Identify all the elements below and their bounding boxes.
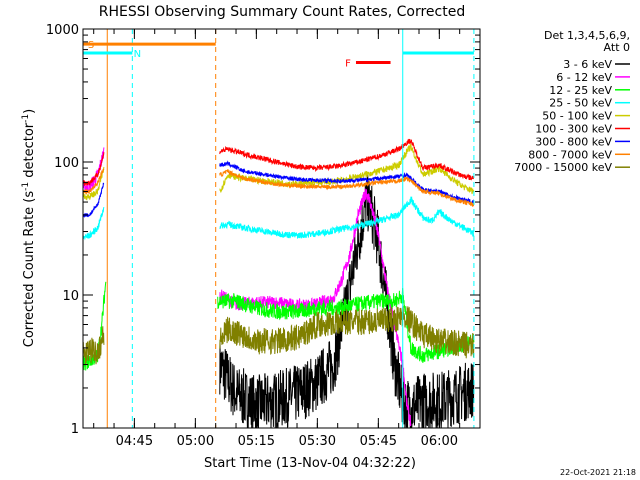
series-line bbox=[83, 206, 105, 241]
x-tick-label: 05:15 bbox=[238, 434, 275, 449]
y-tick-label: 1 bbox=[71, 422, 79, 437]
y-axis-label-sup2: -1 bbox=[21, 114, 31, 123]
y-tick-label: 10 bbox=[62, 289, 79, 304]
series-layer bbox=[83, 138, 475, 428]
marker-layer bbox=[106, 29, 475, 428]
series-line bbox=[83, 326, 105, 365]
flag-label: N bbox=[134, 49, 141, 60]
chart-title: RHESSI Observing Summary Count Rates, Co… bbox=[99, 4, 465, 20]
y-axis-label-mid: detector bbox=[22, 122, 37, 182]
x-tick-label: 06:00 bbox=[421, 434, 458, 449]
flag-layer: S N F bbox=[83, 40, 474, 69]
series-line bbox=[219, 168, 475, 208]
y-axis-label: Corrected Count Rate (s-1 detector-1) bbox=[21, 109, 37, 347]
legend-entry-label: 25 - 50 keV bbox=[549, 97, 612, 110]
y-axis-label-main: Corrected Count Rate (s bbox=[22, 191, 37, 348]
legend-entry-label: 300 - 800 keV bbox=[535, 135, 612, 148]
legend-entry-label: 100 - 300 keV bbox=[535, 123, 612, 136]
x-axis-ticks: 04:45 05:00 05:15 05:30 05:45 06:00 bbox=[93, 29, 481, 449]
series-line bbox=[217, 287, 475, 363]
series-line bbox=[219, 138, 474, 181]
x-axis-label: Start Time (13-Nov-04 04:32:22) bbox=[204, 456, 416, 471]
series-line bbox=[219, 305, 475, 359]
series-line bbox=[219, 196, 475, 239]
x-tick-label: 04:45 bbox=[116, 434, 153, 449]
series-line bbox=[83, 168, 105, 196]
legend-entry-label: 3 - 6 keV bbox=[563, 58, 612, 71]
y-axis-label-end: ) bbox=[22, 109, 37, 114]
series-line bbox=[219, 188, 412, 427]
x-tick-label: 05:45 bbox=[360, 434, 397, 449]
y-tick-label: 1000 bbox=[46, 23, 79, 38]
legend-entry-label: 800 - 7000 keV bbox=[528, 148, 612, 161]
legend-entry-label: 7000 - 15000 keV bbox=[514, 161, 612, 174]
legend-header-attenuator: Att 0 bbox=[604, 41, 630, 54]
flag-label: S bbox=[88, 40, 94, 51]
generation-timestamp: 22-Oct-2021 21:18 bbox=[560, 468, 636, 477]
y-tick-label: 100 bbox=[54, 156, 79, 171]
series-line bbox=[219, 173, 475, 428]
legend-header-detectors: Det 1,3,4,5,6,9, bbox=[544, 29, 630, 42]
y-axis-ticks: 1 10 100 1000 bbox=[46, 23, 480, 437]
legend-entry-label: 12 - 25 keV bbox=[549, 84, 612, 97]
x-tick-label: 05:30 bbox=[299, 434, 336, 449]
legend-entry-label: 50 - 100 keV bbox=[542, 110, 612, 123]
plot-frame bbox=[82, 28, 481, 429]
x-tick-label: 05:00 bbox=[177, 434, 214, 449]
flag-label: F bbox=[345, 58, 351, 69]
legend-entry-label: 6 - 12 keV bbox=[556, 71, 612, 84]
y-axis-label-sup1: -1 bbox=[21, 182, 31, 191]
